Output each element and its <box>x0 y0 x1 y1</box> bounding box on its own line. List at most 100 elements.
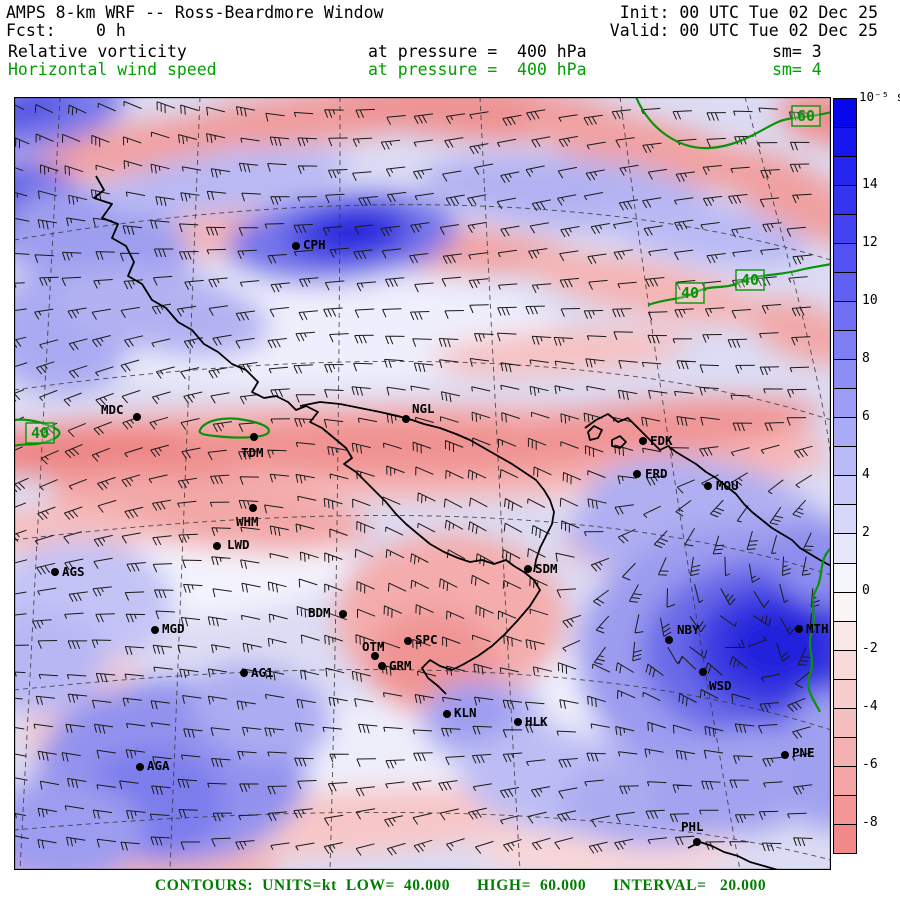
svg-text:PNE: PNE <box>792 745 815 760</box>
colorbar-cell <box>834 99 856 129</box>
svg-text:MOU: MOU <box>716 478 739 493</box>
station-FDK: FDK <box>639 433 673 448</box>
fcst-label: Fcst: <box>6 21 56 40</box>
station-LWD: LWD <box>213 537 250 552</box>
station-NGL: NGL <box>402 401 435 423</box>
colorbar-cell <box>834 476 856 506</box>
svg-text:MGD: MGD <box>162 621 185 636</box>
colorbar-tick: 14 <box>862 177 878 192</box>
colorbar-cell <box>834 418 856 448</box>
station-PNE: PNE <box>781 745 815 760</box>
colorbar-cell <box>834 389 856 419</box>
station-MDC: MDC <box>101 402 141 421</box>
svg-text:KLN: KLN <box>454 705 477 720</box>
wind-speed-contours <box>14 97 831 713</box>
valid-time: Valid: 00 UTC Tue 02 Dec 25 <box>609 21 878 40</box>
colorbar-cell <box>834 708 856 738</box>
vorticity-fill-layer <box>14 97 831 870</box>
svg-text:NBY: NBY <box>677 622 700 637</box>
svg-text:MTH: MTH <box>806 621 829 636</box>
colorbar-cell <box>834 215 856 245</box>
svg-text:OTM: OTM <box>362 639 385 654</box>
colorbar-cell <box>834 534 856 564</box>
colorbar-cell <box>834 360 856 390</box>
coastline <box>93 175 831 870</box>
colorbar-tick: -2 <box>862 641 878 656</box>
station-SDM: SDM <box>524 561 558 576</box>
colorbar-cell <box>834 157 856 187</box>
colorbar-cell <box>834 795 856 825</box>
field2-smoothing: sm= 4 <box>772 60 822 79</box>
station-GRM: GRM <box>378 658 412 673</box>
svg-text:BDM: BDM <box>308 605 331 620</box>
station-FRD: FRD <box>633 466 668 481</box>
station-AG1: AG1 <box>240 665 274 680</box>
contour-label-boxes: 60 40 40 40 <box>25 105 821 444</box>
svg-text:SDM: SDM <box>535 561 558 576</box>
field1-name: Relative vorticity <box>8 42 187 61</box>
contour-label-60: 60 <box>791 105 821 127</box>
colorbar-tick: 6 <box>862 409 870 424</box>
contour-info-footer: CONTOURS: UNITS=kt LOW= 40.000 HIGH= 60.… <box>155 877 767 894</box>
field2-name: Horizontal wind speed <box>8 60 217 79</box>
colorbar-cell <box>834 331 856 361</box>
station-KLN: KLN <box>443 705 477 720</box>
station-PHL: PHL <box>681 819 704 846</box>
colorbar-tick: -8 <box>862 815 878 830</box>
colorbar-cell <box>834 186 856 216</box>
fcst-value: 0 h <box>96 21 126 40</box>
vorticity-colorbar <box>833 98 857 854</box>
svg-text:NGL: NGL <box>412 401 435 416</box>
weather-map-canvas: 60 40 40 40 CPH MDC TDM NGL FDK FRD MOU WHM LWD AGS SD… <box>14 97 831 870</box>
colorbar-cell <box>834 302 856 332</box>
station-AGA: AGA <box>136 758 170 773</box>
svg-text:PHL: PHL <box>681 819 704 834</box>
field1-pressure: at pressure = 400 hPa <box>368 42 587 61</box>
colorbar-tick: 10 <box>862 293 878 308</box>
svg-text:40: 40 <box>741 271 759 289</box>
colorbar-tick: 8 <box>862 351 870 366</box>
svg-text:WSD: WSD <box>709 678 732 693</box>
svg-text:40: 40 <box>681 284 699 302</box>
station-AGS: AGS <box>51 564 85 579</box>
station-WHM: WHM <box>236 504 259 529</box>
colorbar-cell <box>834 244 856 274</box>
colorbar-cell <box>834 766 856 796</box>
colorbar-cell <box>834 563 856 593</box>
contour-label-40: 40 <box>675 282 705 304</box>
svg-text:FDK: FDK <box>650 433 673 448</box>
colorbar-cell <box>834 737 856 767</box>
svg-text:AG1: AG1 <box>251 665 274 680</box>
colorbar-cell <box>834 679 856 709</box>
contour-label-40: 40 <box>735 269 765 291</box>
contour-label-40: 40 <box>25 422 55 444</box>
init-time: Init: 00 UTC Tue 02 Dec 25 <box>619 3 878 22</box>
station-SPC: SPC <box>404 632 438 647</box>
colorbar-cell <box>834 128 856 158</box>
colorbar-tick: 2 <box>862 525 870 540</box>
station-MGD: MGD <box>151 621 185 636</box>
svg-text:AGS: AGS <box>62 564 85 579</box>
colorbar-tick: -4 <box>862 699 878 714</box>
svg-text:HLK: HLK <box>525 714 548 729</box>
colorbar-tick: -6 <box>862 757 878 772</box>
svg-text:60: 60 <box>797 107 815 125</box>
svg-text:CPH: CPH <box>303 237 326 252</box>
station-CPH: CPH <box>292 237 326 252</box>
svg-text:40: 40 <box>31 424 49 442</box>
field2-pressure: at pressure = 400 hPa <box>368 60 587 79</box>
station-MTH: MTH <box>795 621 829 636</box>
station-NBY: NBY <box>665 622 700 644</box>
svg-text:WHM: WHM <box>236 514 259 529</box>
station-TDM: TDM <box>241 433 264 460</box>
colorbar-cell <box>834 621 856 651</box>
station-MOU: MOU <box>704 478 739 493</box>
station-OTM: OTM <box>362 639 385 660</box>
graticule <box>14 97 831 870</box>
station-HLK: HLK <box>514 714 548 729</box>
svg-text:GRM: GRM <box>389 658 412 673</box>
plot-title: AMPS 8-km WRF -- Ross-Beardmore Window <box>6 3 384 22</box>
colorbar-cell <box>834 273 856 303</box>
colorbar-cell <box>834 824 856 853</box>
